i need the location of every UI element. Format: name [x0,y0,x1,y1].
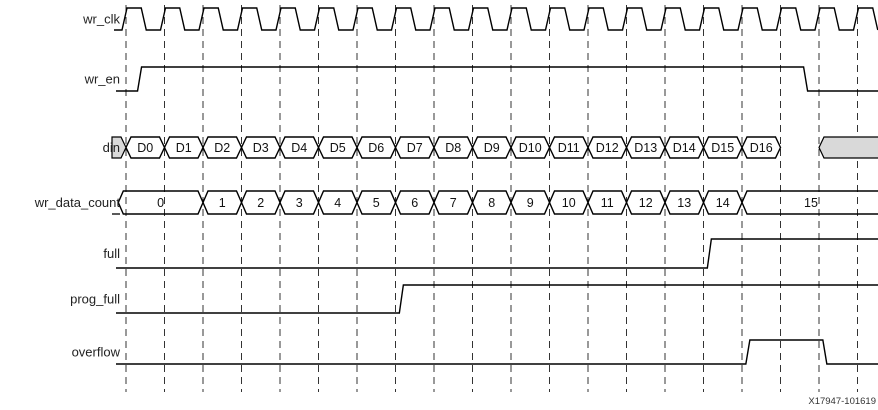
wr_data_count-value: 4 [334,196,341,210]
din-value: D7 [407,141,423,155]
wr_data_count-value: 10 [562,196,576,210]
figure-id: X17947-101619 [808,396,876,407]
din-value: D14 [673,141,696,155]
din-value: D11 [558,141,580,155]
din-undefined-region-end [818,136,878,159]
signal-label-din: din [103,140,120,155]
wr_data_count-value: 9 [527,196,534,210]
signal-label-full: full [103,246,120,261]
signal-label-overflow: overflow [72,345,121,360]
signal-label-wr_data_count: wr_data_count [34,195,121,210]
din-value: D15 [711,141,734,155]
wave-full [116,238,878,269]
din-value: D16 [750,141,773,155]
wave-wr_clk [114,7,878,31]
wr_data_count-value: 14 [716,196,730,210]
wr_data_count-value: 1 [219,196,226,210]
wr_data_count-value: 13 [677,196,691,210]
wr_data_count-value: 5 [373,196,380,210]
wr_data_count-value: 6 [411,196,418,210]
signal-label-prog_full: prog_full [70,292,120,307]
wave-prog_full [116,284,878,314]
wr_data_count-value: 12 [639,196,653,210]
din-value: D1 [176,141,192,155]
din-undefined-region-start [111,136,127,159]
din-value: D8 [445,141,461,155]
din-value: D9 [484,141,500,155]
wr_data_count-value: 3 [296,196,303,210]
din-value: D10 [519,141,542,155]
signal-waveforms: D0 D1 D2 D3 D4 D5 D6 D7 D8 D9 D10 D11 D12 D13 D14 D15 D1… [111,7,878,365]
din-value: D4 [291,141,307,155]
din-value: D12 [596,141,619,155]
din-value: D6 [368,141,384,155]
din-value: D0 [137,141,153,155]
din-value: D3 [253,141,269,155]
din-segment [741,136,782,159]
din-value: D13 [634,141,657,155]
wr_data_count-value: 15 [804,196,818,210]
wr_data_count-segment [741,190,878,215]
wr_data_count-value: 2 [257,196,264,210]
din-value: D2 [214,141,230,155]
wave-wr_en [116,66,878,92]
clock-guide-lines [125,5,858,392]
wr_data_count-value: 8 [488,196,495,210]
signal-label-wr_clk: wr_clk [82,12,120,27]
din-value: D5 [330,141,346,155]
wr_data_count-value: 7 [450,196,457,210]
wr_data_count-value: 11 [601,196,614,210]
wave-overflow [116,339,878,365]
signal-label-wr_en: wr_en [84,72,120,87]
wr_data_count-value: 0 [157,196,164,210]
